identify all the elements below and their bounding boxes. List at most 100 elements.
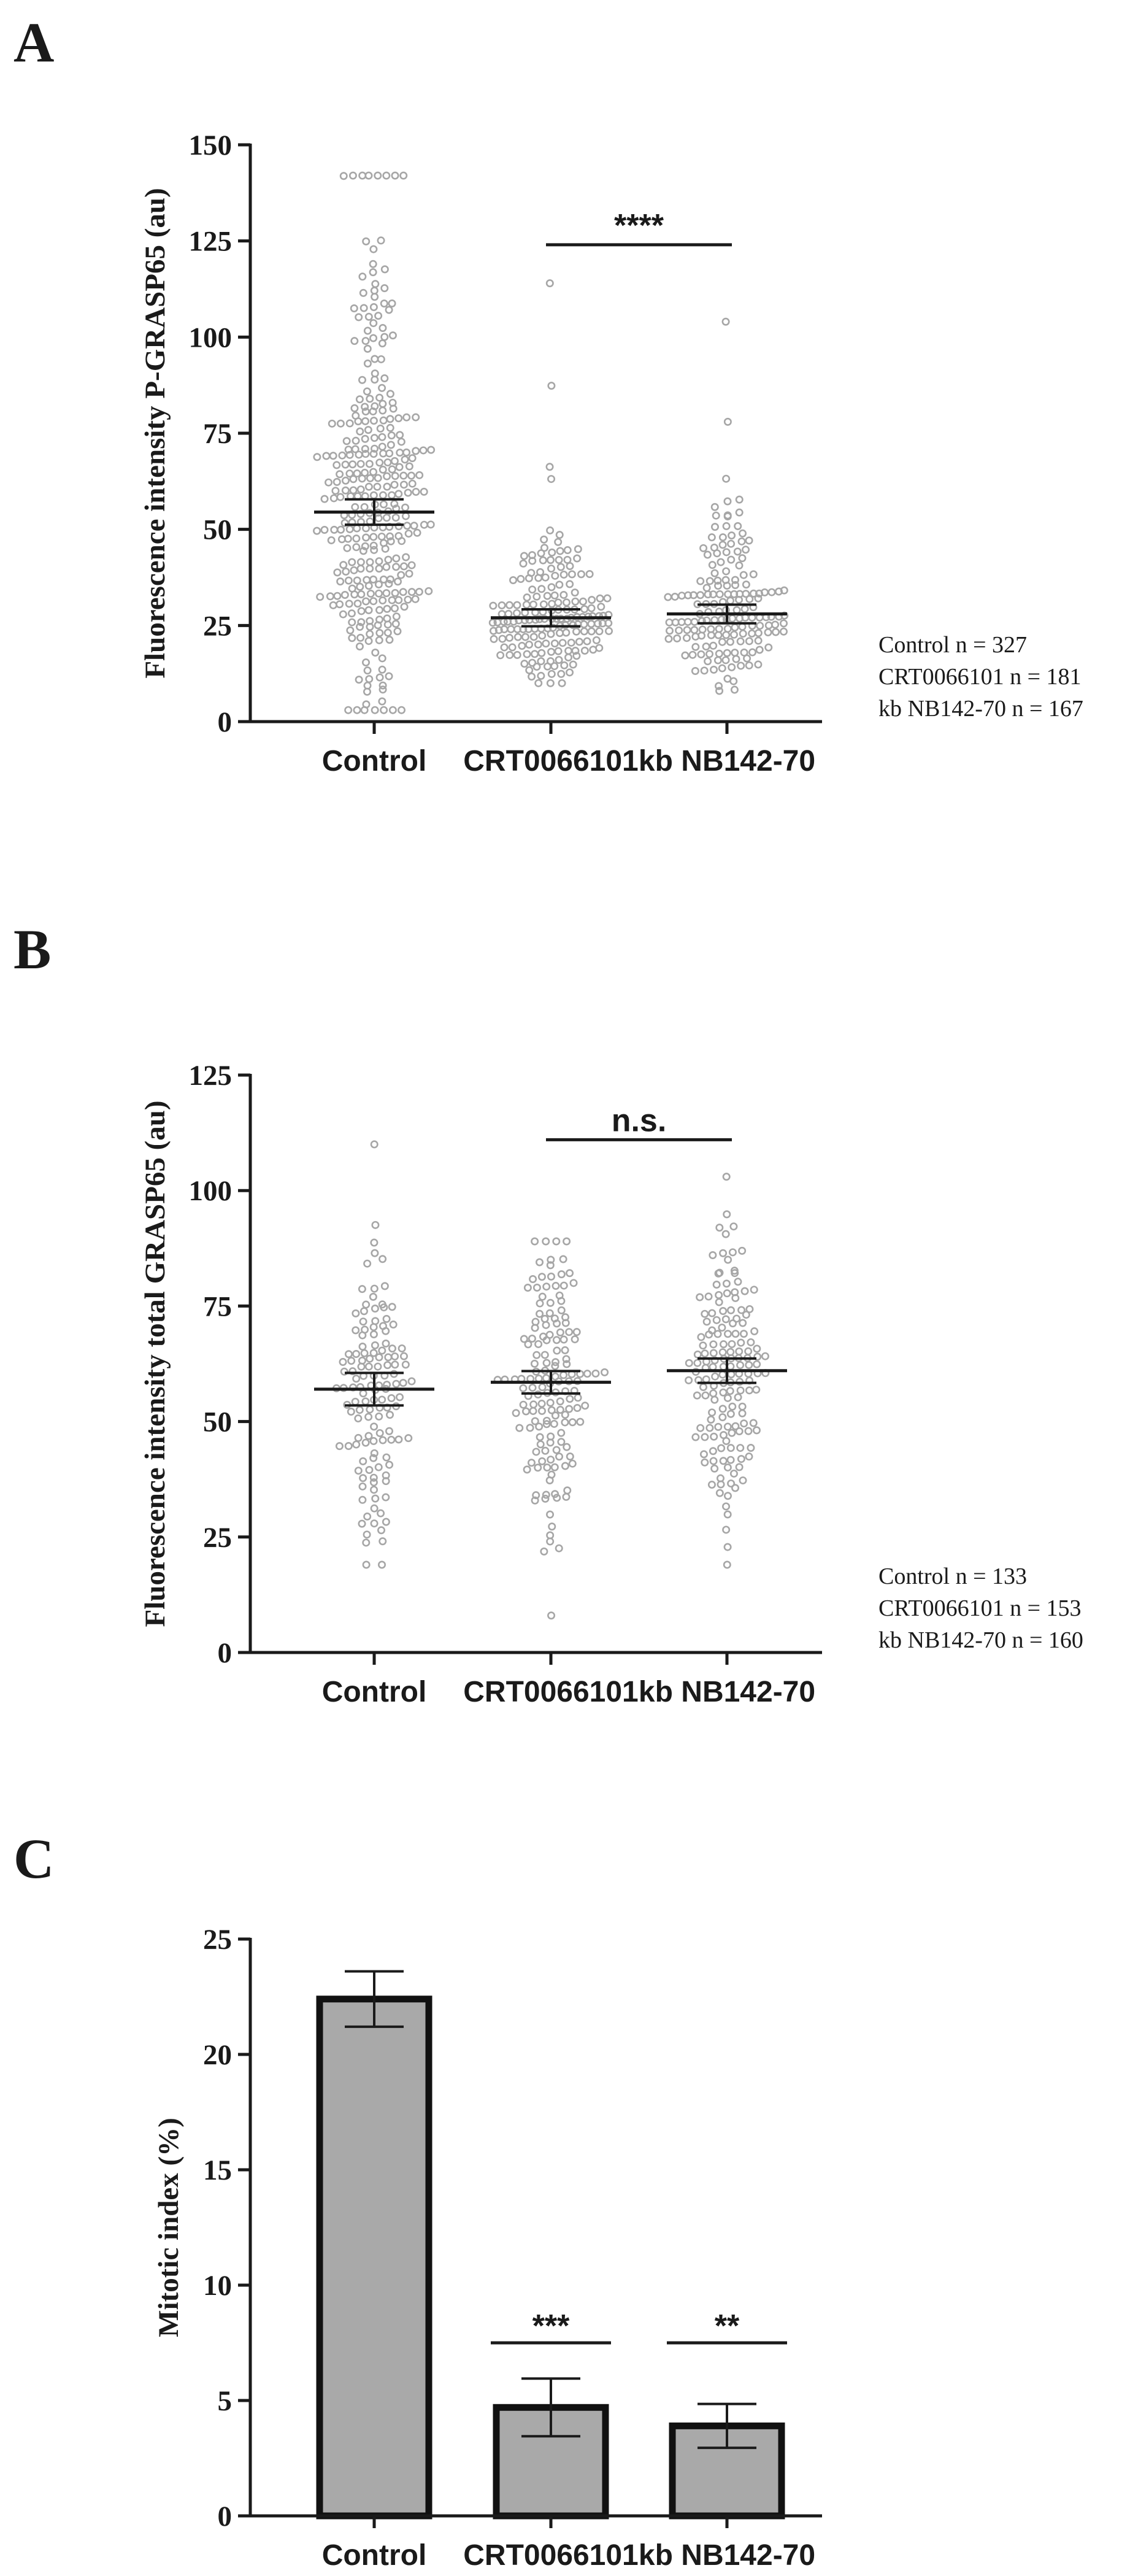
panel-a-data-point — [388, 331, 397, 340]
panel-b-data-point — [369, 1349, 378, 1357]
panel-a-data-point — [555, 580, 564, 589]
panel-a-data-point — [698, 625, 707, 634]
panel-a-data-point — [742, 590, 750, 598]
panel-b-data-point — [370, 1519, 379, 1528]
panel-b-data-point — [557, 1306, 566, 1314]
panel-a-data-point — [356, 427, 364, 436]
panel-a-data-point — [520, 660, 529, 668]
panel-b-data-point — [563, 1443, 571, 1451]
panel-a-data-point — [705, 650, 714, 658]
panel-b-data-point — [355, 1406, 364, 1414]
panel-b-data-point — [572, 1328, 581, 1336]
panel-b-data-point — [383, 1361, 392, 1370]
panel-a-data-point — [749, 570, 758, 579]
panel-a-data-point — [664, 593, 672, 601]
panel-b-data-point — [704, 1292, 713, 1301]
panel-b-data-point — [370, 1449, 379, 1457]
panel-b-data-point — [696, 1424, 705, 1432]
panel-a-data-point — [366, 395, 374, 403]
panel-a-data-point — [313, 526, 321, 535]
panel-a-data-point — [394, 522, 403, 531]
panel-a-data-point — [383, 472, 391, 480]
panel-a-data-point — [415, 588, 423, 596]
panel-a-data-point — [383, 458, 392, 467]
panel-b-data-point — [363, 1259, 372, 1268]
panel-b-data-point — [562, 1492, 571, 1501]
panel-a-data-point — [382, 563, 391, 571]
panel-a-data-point — [363, 387, 371, 396]
panel-a-data-point — [547, 475, 556, 484]
panel-b-data-point — [581, 1402, 590, 1410]
panel-b-data-point — [736, 1361, 745, 1370]
panel-a-data-point — [718, 664, 726, 673]
panel-a-data-point — [388, 491, 396, 499]
panel-a-data-point — [385, 579, 393, 588]
panel-a-data-point — [375, 629, 384, 638]
panel-a-data-point — [748, 648, 757, 657]
panel-a-data-point — [713, 576, 722, 585]
panel-a-data-point — [735, 508, 744, 517]
panel-a-data-point — [588, 596, 596, 604]
panel-b-data-point — [563, 1237, 571, 1246]
panel-b-data-point — [340, 1367, 348, 1376]
panel-a-data-point — [488, 619, 497, 627]
panel-b-data-point — [553, 1346, 561, 1355]
panel-a-data-point — [605, 627, 613, 635]
panel-a-data-point — [717, 558, 725, 566]
panel-b-data-point — [515, 1424, 524, 1432]
panel-a-data-point — [362, 658, 371, 667]
panel-a-data-point — [365, 675, 374, 684]
panel-a-data-point — [546, 679, 555, 687]
panel-a-data-point — [519, 559, 528, 568]
panel-a-data-point — [754, 660, 763, 669]
panel-a-data-point — [384, 555, 393, 564]
panel-a-data-point — [731, 623, 739, 632]
panel-b-data-point — [561, 1418, 569, 1427]
panel-b-data-point — [740, 1287, 749, 1295]
panel-a-data-point — [505, 650, 514, 659]
panel-a-data-point — [697, 650, 705, 658]
panel-b-data-point — [378, 1300, 386, 1309]
panel-b-y-tick-label: 100 — [189, 1175, 233, 1207]
panel-b-group-control — [332, 1140, 416, 1569]
panel-b-data-point — [369, 1330, 378, 1339]
panel-a-data-point — [395, 463, 404, 471]
panel-a-data-point — [737, 661, 745, 670]
panel-a-data-point — [352, 543, 361, 552]
panel-a-data-point — [527, 569, 536, 577]
panel-a-data-point — [356, 565, 365, 573]
panel-b-data-point — [553, 1494, 561, 1502]
panel-b-data-point — [735, 1347, 744, 1355]
panel-a-data-point — [682, 634, 691, 642]
panel-a-data-point — [691, 642, 700, 651]
panel-b-data-point — [542, 1237, 550, 1246]
panel-a-data-point — [322, 452, 331, 460]
panel-a-data-point — [361, 468, 369, 477]
panel-a-data-point — [391, 171, 399, 180]
panel-a-data-point — [754, 636, 763, 645]
panel-b-data-point — [701, 1433, 709, 1441]
panel-a-data-point — [371, 649, 380, 657]
panel-b-data-point — [388, 1344, 396, 1353]
panel-a-data-point — [374, 312, 383, 320]
panel-b-data-point — [734, 1393, 742, 1402]
panel-a-data-point — [603, 594, 612, 603]
panel-a-data-point — [391, 472, 399, 480]
panel-b-data-point — [739, 1319, 747, 1327]
panel-a-data-point — [532, 663, 541, 671]
panel-a-data-point — [391, 588, 399, 597]
panel-a-data-point — [691, 666, 699, 675]
panel-a-data-point — [383, 604, 391, 613]
panel-a-data-point — [764, 643, 773, 652]
panel-b-data-point — [378, 1346, 386, 1355]
panel-b-data-point — [745, 1452, 753, 1461]
panel-b-data-point — [548, 1522, 556, 1531]
panel-a-data-point — [375, 606, 384, 614]
panel-b-data-point — [552, 1358, 560, 1367]
panel-a-data-point — [780, 611, 789, 620]
panel-a-data-point — [369, 334, 378, 342]
panel-a-data-point — [340, 590, 349, 599]
panel-a-data-point — [547, 657, 555, 666]
panel-b-data-point — [747, 1338, 755, 1346]
panel-a-data-point — [710, 523, 719, 531]
